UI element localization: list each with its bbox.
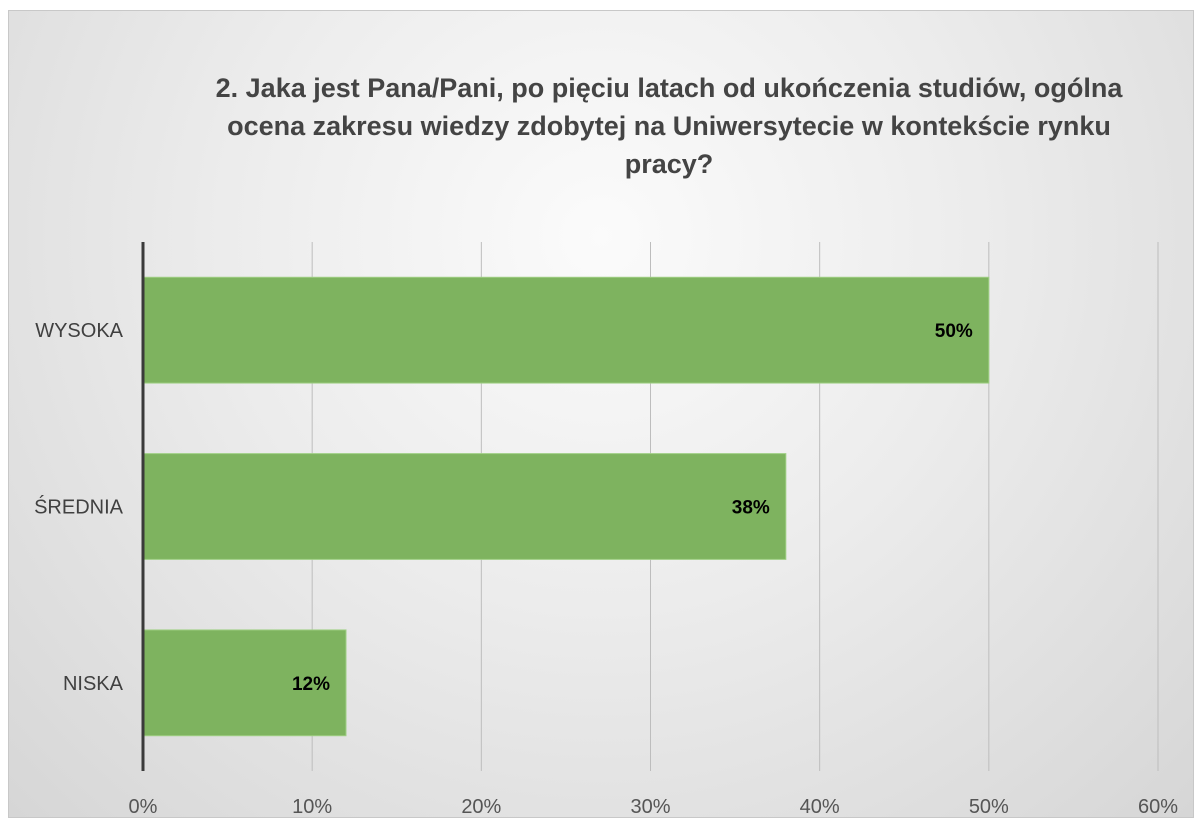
category-label: ŚREDNIA xyxy=(34,495,124,519)
category-label: WYSOKA xyxy=(35,320,123,342)
chart-frame: 2. Jaka jest Pana/Pani, po pięciu latach… xyxy=(8,10,1194,818)
x-tick-label: 50% xyxy=(969,796,1009,818)
bar xyxy=(142,276,990,384)
plot-area: 0% 10% 20% 30% 40% 50% 60% 50% WYSOKA 38% ŚREDNIA 1… xyxy=(34,242,1178,818)
x-tick-label: 20% xyxy=(461,796,501,818)
x-tick-label: 30% xyxy=(630,796,670,818)
bar xyxy=(142,453,787,560)
data-label: 38% xyxy=(732,498,770,519)
bar xyxy=(142,629,347,737)
data-label: 12% xyxy=(292,674,330,695)
category-label: NISKA xyxy=(63,673,124,695)
chart-title: 2. Jaka jest Pana/Pani, po pięciu latach… xyxy=(215,73,1123,179)
x-tick-label: 60% xyxy=(1138,796,1178,818)
data-label: 50% xyxy=(935,321,973,342)
x-tick-label: 0% xyxy=(129,796,158,818)
x-tick-label: 10% xyxy=(292,796,332,818)
x-tick-label: 40% xyxy=(800,796,840,818)
